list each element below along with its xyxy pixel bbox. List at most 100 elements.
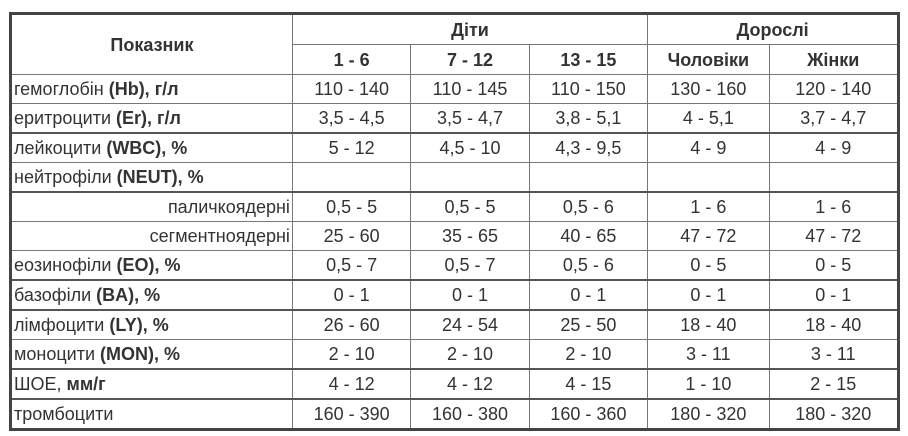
header-col-7-12: 7 - 12 (410, 44, 530, 75)
value-cell: 40 - 65 (528, 221, 649, 251)
row-label-unit: мм/г (66, 374, 106, 394)
value-cell: 2 - 15 (768, 368, 900, 400)
value-cell: 4,5 - 10 (410, 132, 530, 163)
table-row: ШОЕ, мм/г 4 - 12 4 - 12 4 - 15 1 - 10 2 - 15 (10, 368, 900, 400)
value-cell: 110 - 140 (291, 74, 412, 104)
table-row: моноцити (MON), % 2 - 10 2 - 10 2 - 10 3 - 1… (10, 339, 900, 370)
value-cell: 3,7 - 4,7 (768, 103, 900, 134)
table-row: нейтрофіли (NEUT), % (10, 162, 900, 193)
row-label-text: тромбоцити (14, 404, 114, 424)
row-label-text: базофіли (14, 285, 97, 305)
header-adults: Дорослі (647, 13, 899, 45)
table-row: гемоглобін (Hb), г/л 110 - 140 110 - 145 11… (10, 74, 900, 104)
row-label-unit: (MON), % (100, 344, 181, 364)
value-cell: 4,3 - 9,5 (528, 132, 649, 163)
value-cell: 4 - 5,1 (647, 103, 770, 134)
value-cell: 0 - 1 (528, 279, 649, 311)
row-label: еритроцити (Er), г/л (10, 103, 293, 134)
row-label: лімфоцити (LY), % (10, 309, 293, 340)
value-cell: 2 - 10 (410, 339, 530, 370)
row-label-unit: (NEUT), % (116, 167, 204, 187)
row-label-text: сегментноядерні (149, 226, 290, 246)
header-col-women: Жінки (768, 44, 900, 75)
row-label-text: еозинофіли (14, 255, 117, 275)
value-cell: 3,5 - 4,7 (410, 103, 530, 134)
value-cell: 2 - 10 (528, 339, 649, 370)
value-cell (528, 162, 649, 193)
value-cell: 1 - 6 (768, 191, 900, 222)
value-cell: 180 - 320 (647, 398, 770, 430)
value-cell: 180 - 320 (768, 398, 900, 430)
value-cell: 25 - 50 (528, 309, 649, 340)
value-cell: 35 - 65 (410, 221, 530, 251)
row-label: нейтрофіли (NEUT), % (10, 162, 293, 193)
value-cell: 1 - 6 (647, 191, 770, 222)
value-cell: 26 - 60 (291, 309, 412, 340)
header-col-men: Чоловіки (647, 44, 770, 75)
row-label-unit: (Hb), г/л (108, 79, 179, 99)
row-label: еозинофіли (EO), % (10, 250, 293, 281)
value-cell: 0,5 - 5 (410, 191, 530, 222)
value-cell: 18 - 40 (768, 309, 900, 340)
value-cell: 4 - 12 (410, 368, 530, 400)
value-cell: 0 - 1 (768, 279, 900, 311)
row-label-unit: (Er), г/л (116, 108, 181, 128)
value-cell: 4 - 9 (768, 132, 900, 163)
value-cell: 18 - 40 (647, 309, 770, 340)
value-cell: 4 - 9 (647, 132, 770, 163)
value-cell: 0 - 5 (647, 250, 770, 281)
blood-norms-table: Показник Діти Дорослі 1 - 6 7 - 12 13 - … (9, 12, 900, 431)
table-body: гемоглобін (Hb), г/л 110 - 140 110 - 145 11… (10, 74, 900, 430)
value-cell: 4 - 15 (528, 368, 649, 400)
value-cell: 0 - 5 (768, 250, 900, 281)
row-label: сегментноядерні (10, 221, 293, 251)
header-row-groups: Показник Діти Дорослі (10, 13, 899, 75)
table-row: сегментноядерні 25 - 60 35 - 65 40 - 65 47 -… (10, 221, 900, 251)
value-cell: 3,8 - 5,1 (528, 103, 649, 134)
value-cell (647, 162, 770, 193)
row-label-text: гемоглобін (14, 79, 109, 99)
value-cell: 3,5 - 4,5 (291, 103, 412, 134)
value-cell: 0 - 1 (410, 279, 530, 311)
value-cell: 160 - 390 (291, 398, 412, 430)
row-label: ШОЕ, мм/г (10, 368, 293, 400)
header-col-13-15: 13 - 15 (528, 44, 649, 75)
value-cell: 0,5 - 5 (291, 191, 412, 222)
header-col-1-6: 1 - 6 (291, 44, 412, 75)
row-label-text: нейтрофіли (14, 167, 117, 187)
row-label: тромбоцити (10, 398, 293, 430)
value-cell: 3 - 11 (768, 339, 900, 370)
row-label-text: еритроцити (14, 108, 117, 128)
row-label: паличкоядерні (10, 191, 293, 222)
table-row: тромбоцити 160 - 390 160 - 380 160 - 360 180… (10, 398, 900, 430)
value-cell: 0,5 - 6 (528, 191, 649, 222)
value-cell: 3 - 11 (647, 339, 770, 370)
value-cell (291, 162, 412, 193)
row-label-unit: (EO), % (116, 255, 181, 275)
value-cell (410, 162, 530, 193)
row-label-unit: (LY), % (109, 315, 169, 335)
header-row-columns: 1 - 6 7 - 12 13 - 15 Чоловіки Жінки (11, 44, 900, 75)
value-cell: 24 - 54 (410, 309, 530, 340)
row-label-unit: (BA), % (96, 285, 161, 305)
row-label-text: лейкоцити (14, 138, 107, 158)
table-row: лейкоцити (WBC), % 5 - 12 4,5 - 10 4,3 - 9,… (10, 132, 900, 163)
value-cell: 47 - 72 (768, 221, 900, 251)
row-label-text: моноцити (14, 344, 101, 364)
value-cell (768, 162, 900, 193)
value-cell: 47 - 72 (647, 221, 770, 251)
value-cell: 130 - 160 (647, 74, 770, 104)
row-label: гемоглобін (Hb), г/л (10, 74, 293, 104)
row-label: базофіли (BA), % (10, 279, 293, 311)
table-row: еритроцити (Er), г/л 3,5 - 4,5 3,5 - 4,7 3,… (10, 103, 900, 134)
value-cell: 110 - 145 (410, 74, 530, 104)
value-cell: 25 - 60 (291, 221, 412, 251)
value-cell: 120 - 140 (768, 74, 900, 104)
row-label-text: ШОЕ, (14, 374, 67, 394)
value-cell: 2 - 10 (291, 339, 412, 370)
row-label-text: лімфоцити (14, 315, 110, 335)
row-label-text: паличкоядерні (167, 197, 290, 217)
